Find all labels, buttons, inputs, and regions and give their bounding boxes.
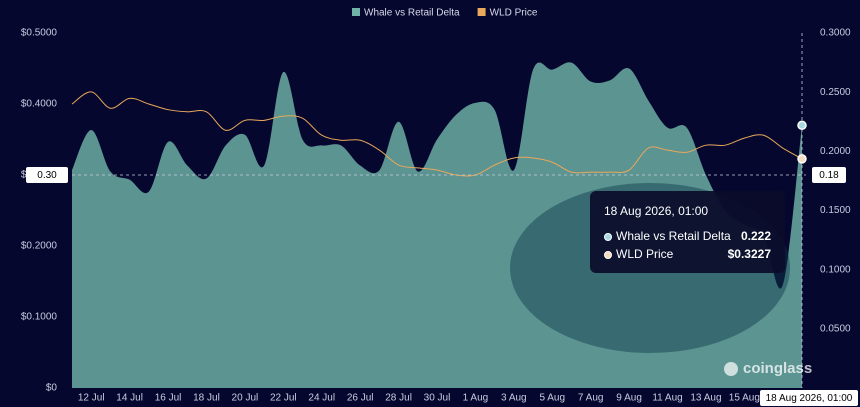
- x-tick-label: 15 Aug: [729, 393, 760, 404]
- watermark-icon: [724, 362, 738, 376]
- y2-tick-label: 0.2000: [820, 146, 851, 157]
- x-tick-label: 20 Jul: [232, 393, 259, 404]
- y2-tick-label: 0.3000: [820, 28, 851, 39]
- line: [71, 91, 803, 177]
- hover-point: [797, 120, 807, 131]
- y-tick-label: $0.2000: [21, 241, 58, 252]
- x-tick-label: 11 Aug: [652, 393, 682, 404]
- watermark: coinglass: [743, 360, 812, 377]
- x-tick-label: 30 Jul: [424, 393, 451, 404]
- x-tick-label: 13 Aug: [690, 393, 721, 404]
- legend-label: WLD Price: [490, 8, 538, 19]
- x-tick-label: 28 Jul: [385, 393, 412, 404]
- x-tick-label: 22 Jul: [270, 393, 297, 404]
- tooltip-dot: [604, 233, 612, 241]
- tooltip-name: WLD Price: [616, 247, 674, 261]
- crosshair-y-box: [26, 167, 68, 183]
- y2-tick-label: 0.2500: [820, 87, 851, 98]
- x-tick-label: 16 Jul: [155, 393, 182, 404]
- legend-swatch: [477, 8, 486, 16]
- tooltip: 18 Aug 2026, 01:00 Whale vs Retail Delta 0…: [590, 191, 785, 273]
- y2-tick-label: 0.1000: [820, 264, 851, 275]
- tooltip-box: [590, 191, 785, 273]
- y-tick-label: $0: [46, 383, 58, 394]
- tooltip-title: 18 Aug 2026, 01:00: [604, 204, 708, 218]
- x-tick-label: 12 Jul: [78, 393, 105, 404]
- x-crosshair-box: [760, 390, 858, 406]
- y2-tick-label: 0.0500: [820, 323, 851, 334]
- y2-tick-label: 0.1500: [820, 205, 851, 216]
- x-tick-label: 3 Aug: [501, 393, 527, 404]
- x-crosshair-label: 18 Aug 2026, 01:00: [766, 393, 853, 404]
- tooltip-name: Whale vs Retail Delta: [616, 229, 731, 243]
- x-tick-label: 9 Aug: [616, 393, 642, 404]
- x-tick-label: 18 Jul: [193, 393, 220, 404]
- x-tick-label: 5 Aug: [539, 393, 565, 404]
- area: [72, 62, 802, 389]
- x-tick-label: 1 Aug: [463, 393, 489, 404]
- tooltip-value: $0.3227: [728, 247, 772, 261]
- y-tick-label: $0.4000: [21, 99, 58, 110]
- hover-point: [797, 154, 807, 164]
- y-tick-label: $0.1000: [21, 312, 58, 323]
- x-tick-label: 7 Aug: [578, 393, 604, 404]
- legend-label: Whale vs Retail Delta: [364, 8, 460, 19]
- x-tick-label: 24 Jul: [308, 393, 335, 404]
- x-tick-label: 14 Jul: [116, 393, 143, 404]
- legend-swatch: [352, 8, 360, 16]
- crosshair-y2-label: 0.18: [819, 170, 839, 181]
- x-tick-label: 26 Jul: [347, 393, 374, 404]
- crosshair-y2-box: [812, 167, 846, 183]
- y-tick-label: $0.5000: [21, 28, 58, 39]
- crosshair-y-label: 0.30: [37, 170, 57, 181]
- tooltip-dot: [604, 251, 612, 259]
- tooltip-value: 0.222: [741, 229, 771, 243]
- legend: Whale vs Retail Delta WLD Price: [352, 8, 538, 19]
